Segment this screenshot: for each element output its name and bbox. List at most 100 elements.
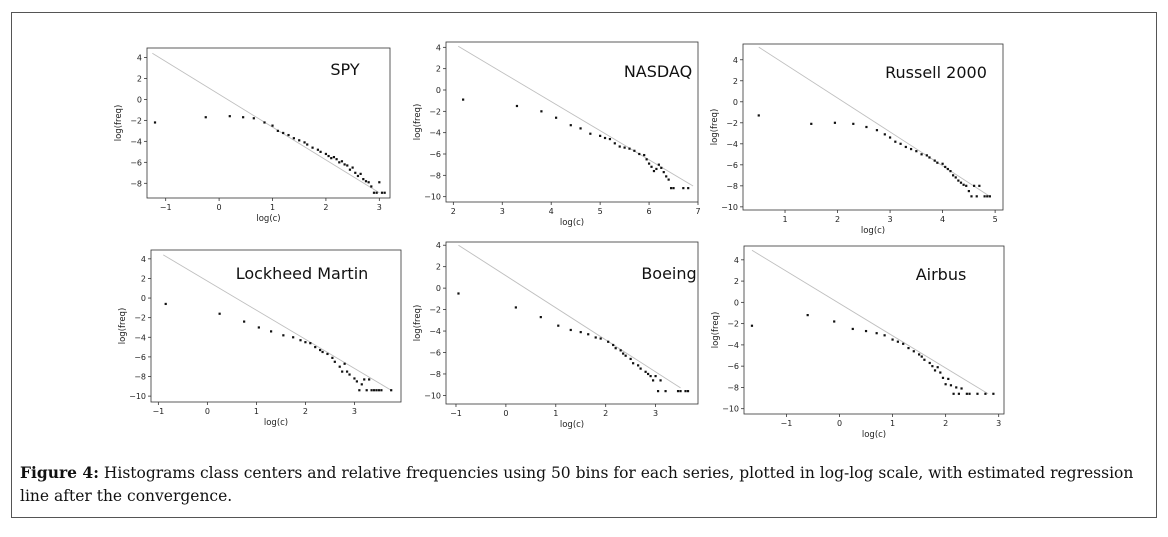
data-point (603, 136, 607, 140)
x-tick-label: 7 (695, 207, 700, 216)
data-point (554, 116, 558, 119)
data-point (918, 353, 921, 356)
data-point (378, 181, 381, 184)
y-tick-label: 4 (141, 255, 146, 264)
x-tick-label: 4 (549, 207, 554, 216)
data-point (164, 302, 167, 306)
data-point (309, 342, 312, 345)
panel-russell-2000-chart: 1 2 3 4 5 4 2 0 −2 −4 −6 −8 −10 log(c) log(freq) Russel… (710, 43, 1004, 236)
data-point (622, 352, 625, 355)
x-tick-label: 3 (377, 203, 382, 212)
data-point (920, 355, 923, 358)
data-point (639, 367, 642, 370)
data-point (920, 153, 923, 156)
data-point (623, 146, 626, 149)
data-point (645, 158, 648, 161)
data-point (984, 392, 987, 395)
data-point (632, 362, 635, 365)
data-point (975, 195, 978, 198)
data-point (370, 389, 373, 392)
data-point (353, 377, 356, 380)
data-point (686, 390, 690, 393)
data-point (457, 292, 460, 295)
data-point (358, 389, 361, 392)
data-point (319, 348, 322, 352)
data-point (624, 354, 627, 357)
data-point (462, 98, 465, 101)
x-tick-label: 2 (835, 215, 840, 224)
y-axis-label: log(freq) (711, 312, 721, 349)
y-axis-label: log(freq) (118, 308, 128, 345)
panel-lockheed-martin-chart: −1 0 1 2 3420−2−4−6−8−10log(c)log(freq)Lockh… (118, 249, 402, 428)
data-point (687, 187, 690, 190)
data-point (619, 349, 622, 352)
y-tick-label: 0 (436, 86, 441, 95)
data-point (891, 338, 894, 341)
data-point (659, 379, 662, 382)
data-point (380, 191, 384, 194)
data-point (883, 334, 886, 337)
data-point (973, 184, 976, 187)
plot-frame (742, 43, 1004, 211)
data-point (589, 132, 592, 135)
plot-frame (445, 241, 699, 405)
data-point (944, 383, 947, 386)
data-point (368, 378, 371, 381)
data-point (952, 392, 955, 395)
data-point (282, 334, 285, 337)
data-point (959, 181, 963, 184)
x-tick-label: 1 (254, 407, 259, 416)
caption-text: Histograms class centers and relative fr… (20, 464, 1134, 505)
data-point (331, 356, 334, 359)
x-tick-label: 4 (940, 215, 945, 224)
regression-line (458, 45, 694, 187)
data-point (330, 157, 333, 160)
data-point (676, 390, 680, 393)
y-tick-label: 0 (734, 298, 739, 307)
data-point (311, 146, 314, 149)
y-tick-label: −8 (726, 182, 738, 191)
y-tick-label: −2 (130, 116, 142, 125)
data-point (515, 104, 519, 108)
x-tick-label: 3 (996, 419, 1001, 428)
panel-nasdaq: 2 3 4 5 6 7 4 2 0 −2 −4 −6 −8 −10 log(c) log(freq) NASDA… (408, 36, 706, 232)
x-axis-label: log(c) (861, 226, 885, 236)
data-point (628, 147, 631, 150)
x-tick-label: 2 (943, 419, 948, 428)
data-point (362, 178, 365, 181)
series-title: SPY (330, 60, 359, 79)
data-point (684, 390, 687, 393)
x-tick-label: 0 (837, 419, 842, 428)
data-point (242, 116, 245, 119)
data-point (939, 371, 942, 374)
data-point (986, 195, 989, 198)
data-point (909, 147, 913, 151)
series-title: Airbus (916, 265, 967, 284)
regression-line (458, 244, 681, 389)
data-point (637, 364, 640, 367)
data-point (923, 358, 926, 361)
data-point (345, 370, 349, 373)
panel-airbus-chart: −1 0 1 2 3420−2−4−6−8−10log(c)log(freq)Airbu… (711, 245, 1005, 440)
data-point (263, 121, 266, 124)
data-point (647, 162, 651, 165)
data-point (370, 185, 373, 188)
x-axis-label: log(c) (264, 418, 288, 428)
data-point (599, 134, 602, 137)
data-point (316, 148, 320, 151)
y-tick-label: −6 (429, 349, 441, 358)
data-point (557, 324, 560, 327)
y-tick-label: 2 (734, 277, 739, 286)
data-point (271, 124, 274, 127)
y-tick-label: −10 (721, 203, 738, 212)
x-axis-label: log(c) (862, 430, 886, 440)
figure-caption: Figure 4: Histograms class centers and r… (20, 461, 1155, 508)
data-point (372, 191, 376, 194)
panel-nasdaq-chart: 2 3 4 5 6 7 4 2 0 −2 −4 −6 −8 −10 log(c) log(freq) NASDA… (413, 41, 701, 228)
plot-frame (445, 41, 699, 203)
data-point (941, 162, 944, 165)
data-point (341, 370, 344, 373)
data-point (915, 150, 918, 153)
y-tick-label: −6 (429, 150, 441, 159)
x-axis-label: log(c) (256, 214, 280, 224)
